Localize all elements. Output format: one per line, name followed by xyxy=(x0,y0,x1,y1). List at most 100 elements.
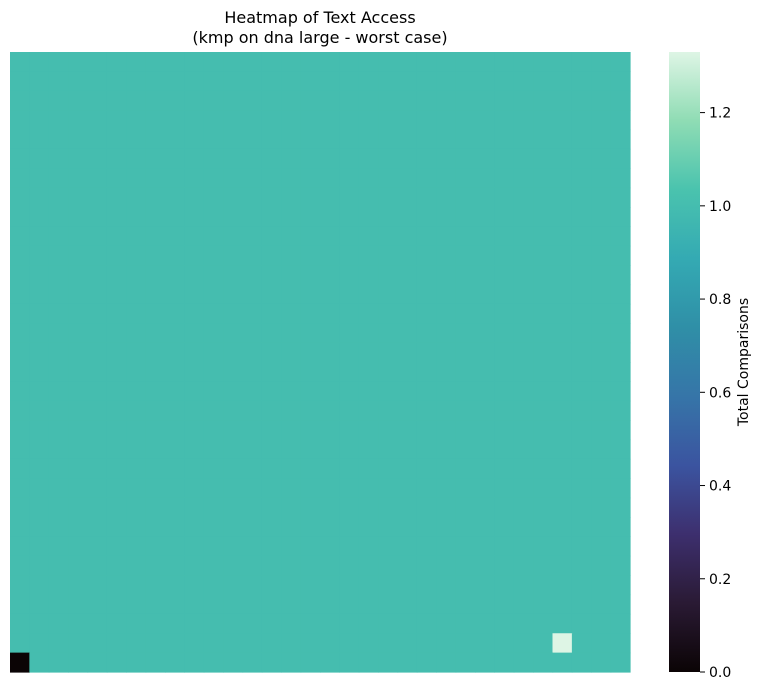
heatmap-cell xyxy=(358,652,379,673)
heatmap-cell xyxy=(320,613,340,634)
heatmap-cell xyxy=(416,148,437,169)
heatmap-cell xyxy=(513,187,534,208)
heatmap-cell xyxy=(378,555,399,576)
heatmap-cell xyxy=(610,148,631,169)
heatmap-cell xyxy=(203,148,224,169)
heatmap-cell xyxy=(416,555,437,576)
heatmap-cell xyxy=(10,517,30,537)
heatmap-cell xyxy=(261,497,282,518)
heatmap-cell xyxy=(242,555,263,576)
heatmap-cell xyxy=(145,439,166,460)
heatmap-cell xyxy=(10,323,30,344)
heatmap-cell xyxy=(10,148,30,169)
heatmap-cell xyxy=(320,420,340,441)
heatmap-cell xyxy=(591,71,612,92)
heatmap-cell xyxy=(300,245,321,266)
heatmap-cell xyxy=(320,439,340,460)
heatmap-cell xyxy=(10,284,30,305)
heatmap-cell xyxy=(416,265,437,286)
heatmap-cell xyxy=(533,323,554,344)
heatmap-cell xyxy=(300,226,321,247)
heatmap-cell xyxy=(436,575,457,596)
heatmap-cell xyxy=(610,458,631,479)
heatmap-cell xyxy=(571,420,592,441)
heatmap-cell xyxy=(358,613,379,634)
heatmap-cell xyxy=(126,362,147,382)
heatmap-cell xyxy=(455,129,476,150)
heatmap-cell xyxy=(591,207,612,227)
heatmap-cell xyxy=(106,284,127,305)
heatmap-cell xyxy=(552,497,573,518)
heatmap-cell xyxy=(29,71,50,92)
colorbar-label: Total Comparisons xyxy=(736,298,752,427)
heatmap-cell xyxy=(494,265,515,286)
heatmap-cell xyxy=(203,517,224,537)
heatmap-cell xyxy=(494,633,515,654)
heatmap-cell xyxy=(145,362,166,382)
heatmap-cell xyxy=(533,110,554,131)
heatmap-cell xyxy=(416,71,437,92)
heatmap-cell xyxy=(184,303,205,324)
heatmap-cell xyxy=(416,594,437,615)
heatmap-cell xyxy=(242,439,263,460)
heatmap-cell xyxy=(358,226,379,247)
heatmap-cell xyxy=(48,342,69,363)
heatmap-cell xyxy=(68,323,89,344)
heatmap-cell xyxy=(145,497,166,518)
heatmap-cell xyxy=(533,517,554,537)
heatmap-cell xyxy=(165,555,185,576)
heatmap-cell xyxy=(571,594,592,615)
heatmap-cell xyxy=(397,71,418,92)
heatmap-cell xyxy=(223,129,244,150)
heatmap-cell xyxy=(87,265,108,286)
heatmap-cell xyxy=(184,187,205,208)
heatmap-cell xyxy=(87,226,108,247)
heatmap-cell xyxy=(513,303,534,324)
heatmap-cell xyxy=(281,497,302,518)
heatmap-cell xyxy=(591,187,612,208)
heatmap-cell xyxy=(48,207,69,227)
heatmap-cell xyxy=(203,168,224,189)
heatmap-cell xyxy=(300,110,321,131)
colorbar-tick-label: 1.0 xyxy=(709,199,731,215)
heatmap-cell xyxy=(610,652,631,673)
heatmap-cell xyxy=(571,652,592,673)
heatmap-cell xyxy=(513,633,534,654)
heatmap-cell xyxy=(29,52,50,72)
heatmap-cell xyxy=(513,129,534,150)
heatmap-cell xyxy=(87,71,108,92)
heatmap-cell xyxy=(513,594,534,615)
heatmap-cell xyxy=(10,110,30,131)
heatmap-cell xyxy=(145,478,166,499)
heatmap-cell xyxy=(29,633,50,654)
heatmap-cell xyxy=(494,555,515,576)
heatmap-cell xyxy=(591,594,612,615)
heatmap-cell xyxy=(300,381,321,402)
heatmap-cell xyxy=(494,652,515,673)
heatmap-cell xyxy=(87,613,108,634)
heatmap-cell xyxy=(436,420,457,441)
heatmap-cell xyxy=(48,420,69,441)
heatmap-cell xyxy=(455,652,476,673)
heatmap-cell xyxy=(610,594,631,615)
heatmap-cell xyxy=(416,497,437,518)
heatmap-cell xyxy=(68,226,89,247)
heatmap-cell xyxy=(571,342,592,363)
heatmap-cell xyxy=(126,536,147,557)
heatmap-cell xyxy=(223,633,244,654)
heatmap-cell xyxy=(145,129,166,150)
heatmap-cell xyxy=(68,148,89,169)
heatmap-cell xyxy=(475,420,495,441)
heatmap-cell xyxy=(242,575,263,596)
heatmap-cell xyxy=(436,536,457,557)
heatmap-cell xyxy=(68,381,89,402)
heatmap-cell xyxy=(10,536,30,557)
heatmap-cell xyxy=(533,420,554,441)
heatmap-cell xyxy=(242,536,263,557)
heatmap-cell xyxy=(416,226,437,247)
heatmap-cell xyxy=(358,594,379,615)
heatmap-cell xyxy=(300,265,321,286)
heatmap-cell xyxy=(281,555,302,576)
heatmap-cell xyxy=(533,555,554,576)
heatmap-cell xyxy=(242,342,263,363)
